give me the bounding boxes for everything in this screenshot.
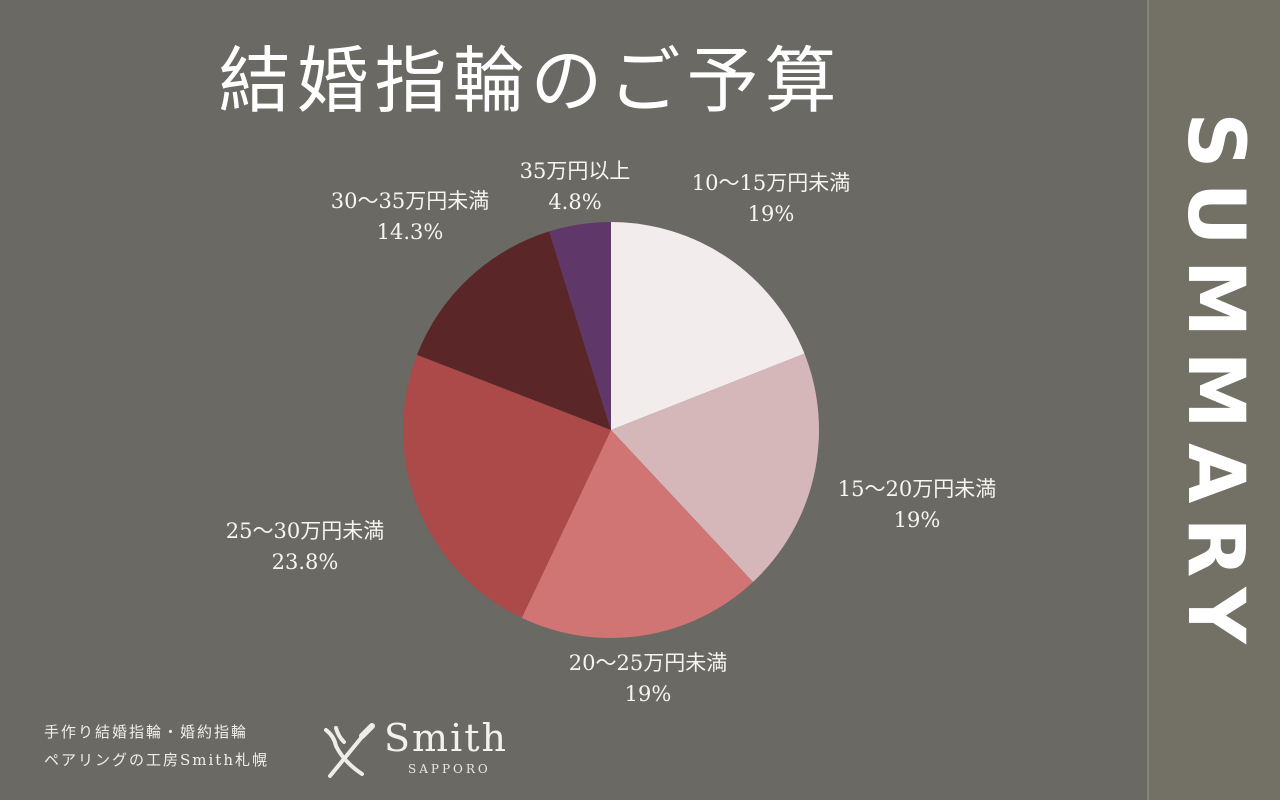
logo-name: Smith: [384, 716, 508, 760]
logo-subtitle: SAPPORO: [408, 762, 491, 776]
pie-chart: [402, 222, 819, 638]
pie-label-value: 14.3%: [376, 220, 444, 244]
pie-label-category: 25〜30万円未満: [225, 519, 385, 543]
pie-label-category: 30〜35万円未満: [330, 189, 490, 213]
side-title: SUMMARY: [1170, 112, 1260, 658]
pie-label-value: 19%: [893, 508, 941, 532]
pie-label: 20〜25万円未満 19%: [569, 648, 727, 710]
smith-logo: Smith SAPPORO: [322, 716, 522, 786]
footer-line-1: 手作り結婚指輪・婚約指輪: [44, 723, 249, 741]
pie-label-value: 4.8%: [548, 190, 602, 214]
pie-label-category: 35万円以上: [519, 159, 631, 183]
pie-label: 15〜20万円未満 19%: [838, 474, 996, 536]
pie-label: 35万円以上 4.8%: [520, 156, 631, 218]
pie-slice: [549, 222, 611, 430]
pie-label-value: 19%: [747, 202, 795, 226]
pie-label: 10〜15万円未満 19%: [692, 168, 850, 230]
pie-slice: [417, 231, 611, 430]
pie-slice: [611, 222, 805, 430]
pie-label-category: 20〜25万円未満: [568, 651, 728, 675]
side-panel: SUMMARY: [1147, 0, 1280, 800]
pie-label-value: 23.8%: [271, 550, 339, 574]
pie-slice: [611, 353, 819, 582]
pliers-hammer-icon: [324, 723, 375, 778]
pie-label-category: 15〜20万円未満: [837, 477, 997, 501]
footer-line-2: ペアリングの工房Smith札幌: [44, 751, 269, 769]
pie-label-category: 10〜15万円未満: [691, 171, 851, 195]
footer-tagline: 手作り結婚指輪・婚約指輪 ペアリングの工房Smith札幌: [44, 718, 269, 774]
pie-label: 25〜30万円未満 23.8%: [226, 516, 384, 578]
pie-label: 30〜35万円未満 14.3%: [331, 186, 489, 248]
pie-label-value: 19%: [624, 682, 672, 706]
page-title: 結婚指輪のご予算: [0, 22, 1147, 127]
pie-slice: [521, 430, 754, 638]
pie-slice: [402, 354, 611, 618]
page-title-text: 結婚指輪のご予算: [218, 39, 843, 123]
